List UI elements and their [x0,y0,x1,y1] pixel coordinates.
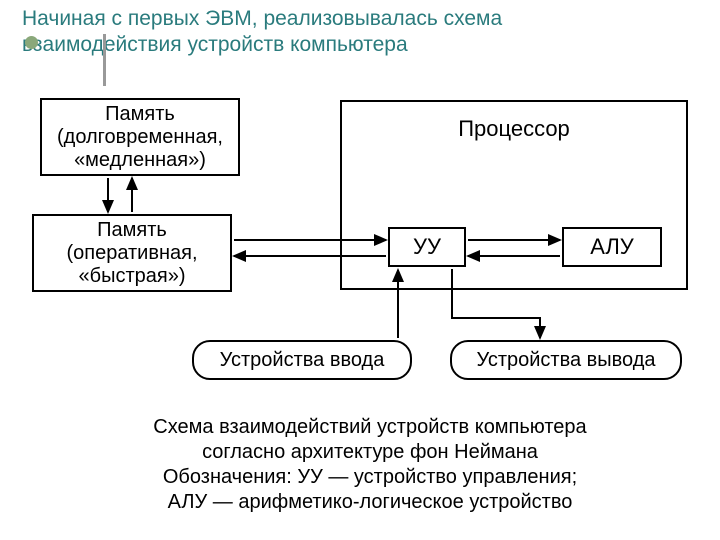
caption-line-4: АЛУ — арифметико-логическое устройство [90,490,650,515]
label-alu: АЛУ [590,234,634,259]
label-processor: Процессор [458,116,570,141]
box-cu: УУ [388,227,466,267]
label-memory-fast: Память (оперативная, «быстрая») [66,219,197,288]
caption-block: Схема взаимодействий устройств компьютер… [90,415,650,515]
caption-line-1: Схема взаимодействий устройств компьютер… [90,415,650,440]
label-memory-long: Память (долговременная, «медленная») [57,103,223,172]
box-output-devices: Устройства вывода [450,340,682,380]
caption-line-3: Обозначения: УУ — устройство управления; [90,465,650,490]
slide: Начиная с первых ЭВМ, реализовывалась сх… [0,0,720,540]
box-memory-long: Память (долговременная, «медленная») [40,98,240,176]
box-input-devices: Устройства ввода [192,340,412,380]
box-alu: АЛУ [562,227,662,267]
box-memory-fast: Память (оперативная, «быстрая») [32,214,232,292]
label-cu: УУ [413,234,441,259]
slide-title: Начиная с первых ЭВМ, реализовывалась сх… [22,6,582,59]
caption-line-2: согласно архитектуре фон Неймана [90,440,650,465]
label-output-devices: Устройства вывода [476,349,655,372]
title-bullet [25,36,38,49]
title-underline [103,34,106,86]
label-input-devices: Устройства ввода [220,349,385,372]
